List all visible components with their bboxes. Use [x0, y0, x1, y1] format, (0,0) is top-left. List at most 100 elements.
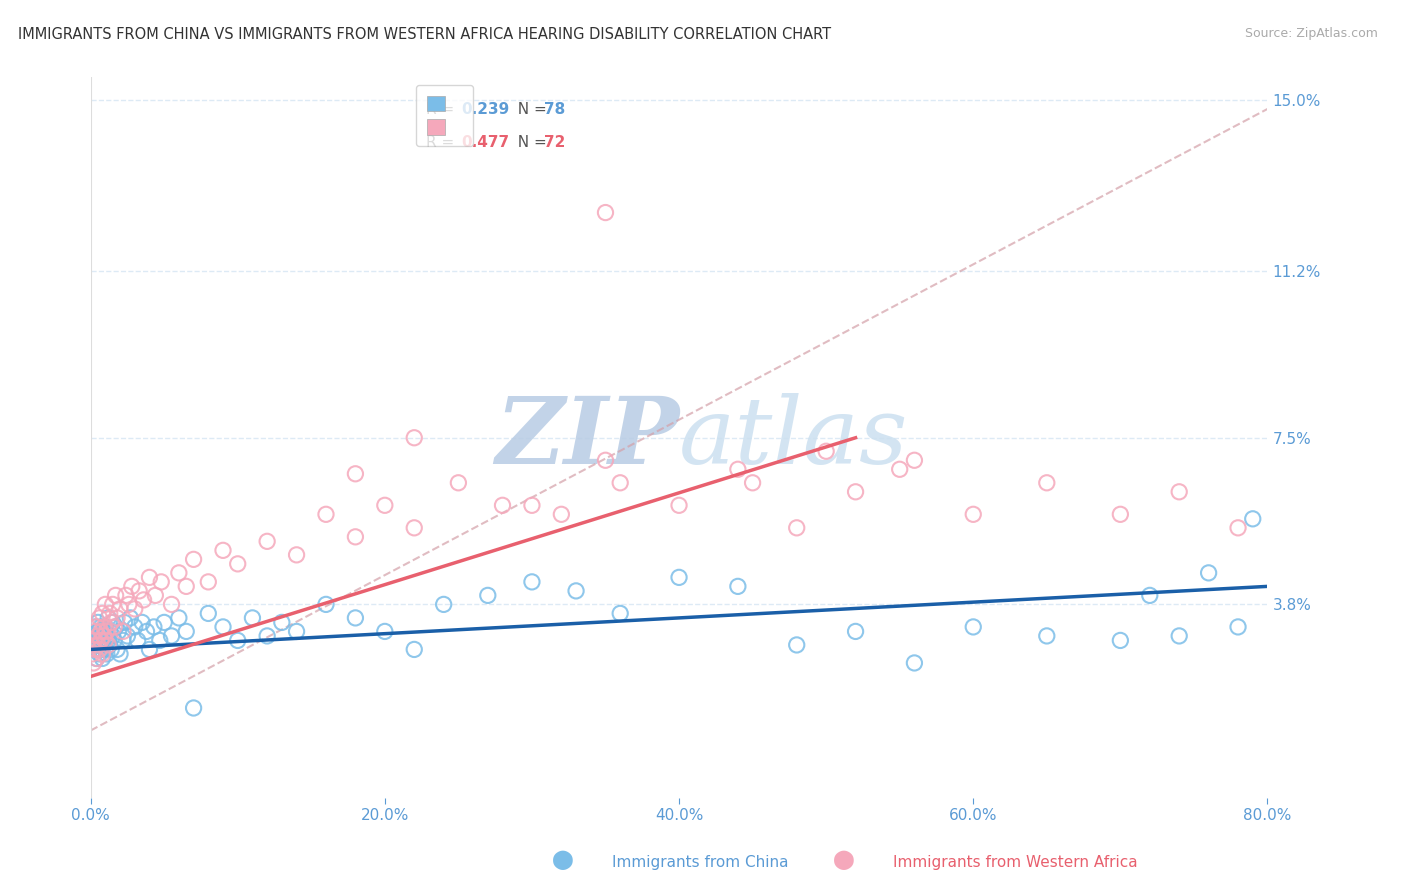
Point	[520, 574, 543, 589]
Point	[962, 508, 984, 522]
Point	[83, 656, 105, 670]
Point	[845, 624, 868, 639]
Point	[84, 642, 107, 657]
Point	[91, 647, 114, 661]
Text: N =: N =	[509, 103, 553, 118]
Text: IMMIGRANTS FROM CHINA VS IMMIGRANTS FROM WESTERN AFRICA HEARING DISABILITY CORRE: IMMIGRANTS FROM CHINA VS IMMIGRANTS FROM…	[18, 27, 831, 42]
Point	[1036, 475, 1059, 490]
Point	[404, 521, 426, 535]
Point	[520, 498, 543, 512]
Point	[90, 624, 112, 639]
Point	[404, 642, 426, 657]
Point	[94, 598, 117, 612]
Point	[114, 615, 136, 630]
Point	[131, 615, 153, 630]
Point	[97, 611, 120, 625]
Point	[183, 701, 205, 715]
Point	[91, 607, 114, 621]
Point	[160, 598, 183, 612]
Point	[87, 629, 110, 643]
Point	[142, 620, 165, 634]
Point	[105, 642, 128, 657]
Point	[96, 624, 118, 639]
Point	[668, 570, 690, 584]
Point	[404, 431, 426, 445]
Point	[595, 205, 617, 219]
Point	[135, 624, 157, 639]
Point	[101, 615, 124, 630]
Point	[94, 633, 117, 648]
Point	[270, 615, 292, 630]
Point	[86, 651, 108, 665]
Point	[83, 633, 105, 648]
Point	[889, 462, 911, 476]
Point	[256, 629, 278, 643]
Point	[565, 583, 588, 598]
Point	[90, 642, 112, 657]
Point	[344, 530, 367, 544]
Point	[786, 638, 808, 652]
Point	[124, 620, 146, 634]
Point	[212, 620, 235, 634]
Point	[128, 583, 150, 598]
Point	[107, 624, 129, 639]
Point	[118, 598, 141, 612]
Point	[167, 611, 190, 625]
Point	[1109, 633, 1132, 648]
Text: 72: 72	[544, 135, 565, 150]
Point	[285, 624, 308, 639]
Point	[741, 475, 763, 490]
Text: Immigrants from Western Africa: Immigrants from Western Africa	[893, 855, 1137, 870]
Point	[98, 607, 121, 621]
Point	[167, 566, 190, 580]
Point	[89, 647, 111, 661]
Point	[256, 534, 278, 549]
Point	[89, 642, 111, 657]
Point	[89, 633, 111, 648]
Point	[93, 620, 115, 634]
Point	[668, 498, 690, 512]
Point	[96, 647, 118, 661]
Point	[727, 579, 749, 593]
Point	[111, 633, 134, 648]
Point	[143, 588, 166, 602]
Point	[121, 579, 143, 593]
Point	[105, 611, 128, 625]
Point	[609, 475, 631, 490]
Point	[94, 642, 117, 657]
Point	[609, 607, 631, 621]
Point	[84, 620, 107, 634]
Point	[97, 633, 120, 648]
Text: R =: R =	[426, 135, 460, 150]
Text: ZIP: ZIP	[495, 392, 679, 483]
Text: ⬤: ⬤	[832, 850, 855, 870]
Point	[93, 638, 115, 652]
Point	[91, 651, 114, 665]
Point	[150, 574, 173, 589]
Point	[727, 462, 749, 476]
Point	[84, 642, 107, 657]
Point	[87, 615, 110, 630]
Point	[815, 444, 838, 458]
Point	[138, 642, 160, 657]
Point	[595, 453, 617, 467]
Point	[90, 629, 112, 643]
Point	[447, 475, 470, 490]
Point	[80, 647, 103, 661]
Point	[100, 642, 122, 657]
Point	[160, 629, 183, 643]
Point	[98, 638, 121, 652]
Point	[86, 629, 108, 643]
Point	[1227, 521, 1250, 535]
Text: Source: ZipAtlas.com: Source: ZipAtlas.com	[1244, 27, 1378, 40]
Point	[91, 633, 114, 648]
Point	[903, 453, 925, 467]
Point	[1036, 629, 1059, 643]
Point	[103, 633, 125, 648]
Point	[491, 498, 513, 512]
Point	[477, 588, 499, 602]
Point	[117, 629, 139, 643]
Point	[433, 598, 456, 612]
Point	[374, 624, 396, 639]
Text: N =: N =	[509, 135, 553, 150]
